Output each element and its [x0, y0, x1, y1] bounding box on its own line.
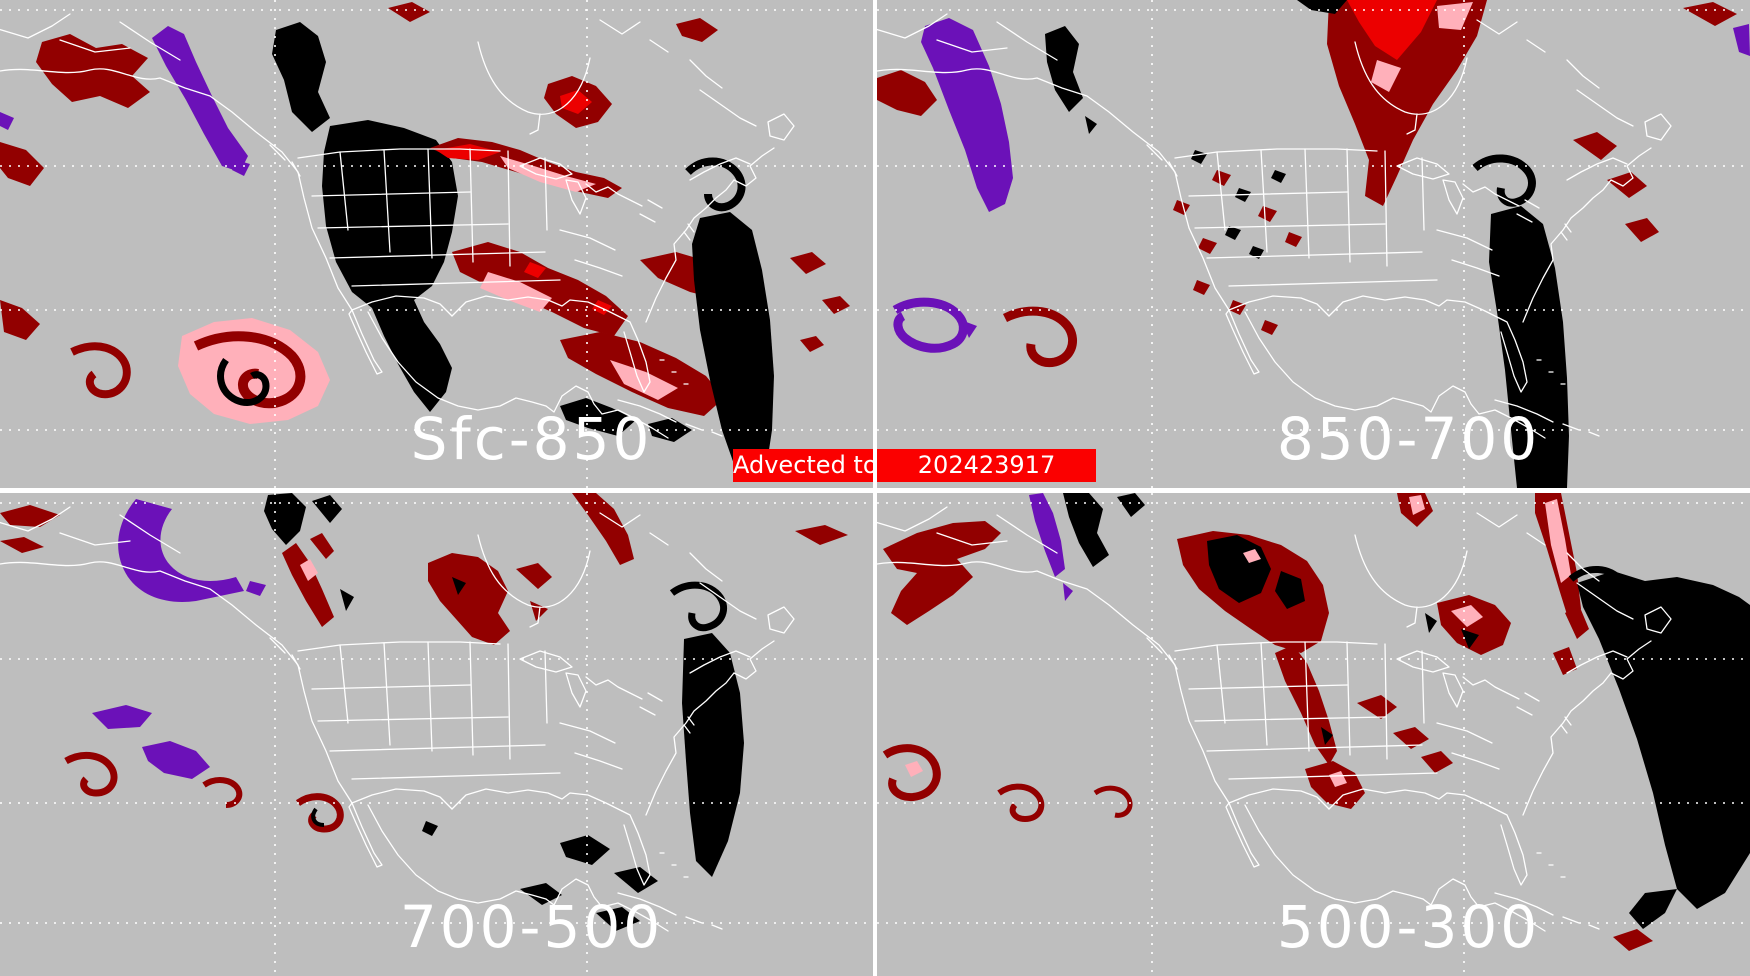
moisture-blobs-700-500: [0, 493, 848, 931]
moisture-blobs-sfc-850: [0, 2, 850, 470]
map-canvas-500-300: [877, 493, 1750, 976]
moisture-blobs-500-300: [882, 493, 1750, 951]
map-panel-500-300: 500-300: [877, 493, 1750, 976]
map-canvas-700-500: [0, 493, 873, 976]
map-canvas-850-700: [877, 0, 1750, 488]
map-canvas-sfc-850: [0, 0, 873, 488]
banner-advected-label: Advected to: [733, 449, 873, 482]
map-panel-850-700: 850-700: [877, 0, 1750, 488]
map-panel-sfc-850: Sfc-850: [0, 0, 873, 488]
moisture-blobs-850-700: [877, 0, 1750, 488]
banner-timestamp: 202423917: [877, 449, 1096, 482]
map-panel-700-500: 700-500: [0, 493, 873, 976]
